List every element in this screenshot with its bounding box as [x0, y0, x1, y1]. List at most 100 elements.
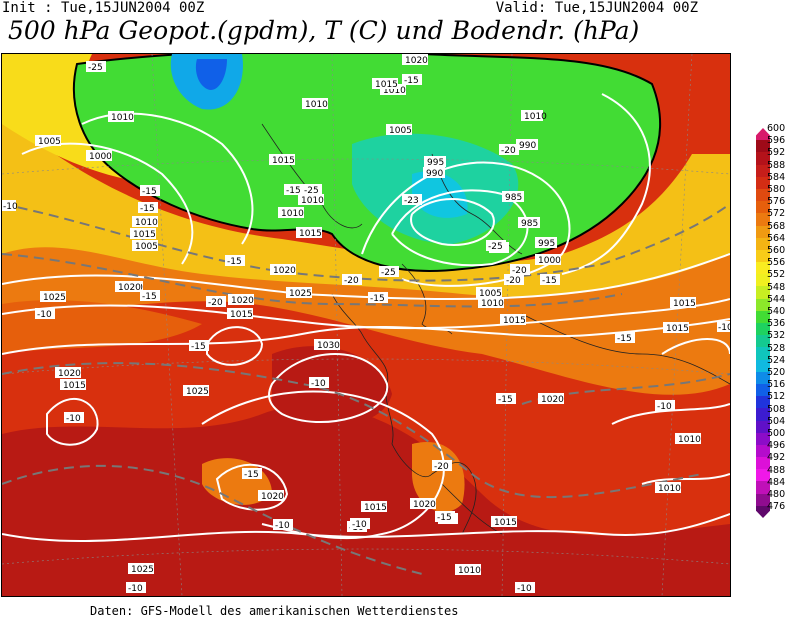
colorbar-swatch [756, 444, 770, 458]
pressure-label: 1010 [478, 297, 504, 309]
colorbar-swatch [756, 493, 770, 506]
temperature-label: -10 [309, 377, 329, 389]
temperature-label: -10 [350, 518, 370, 530]
pressure-label: 1010 [298, 194, 324, 206]
colorbar-swatch [756, 310, 770, 323]
blue-core [195, 59, 227, 90]
colorbar-swatch [756, 371, 770, 384]
svg-text:1010: 1010 [658, 484, 681, 494]
colorbar-label: 584 [767, 171, 786, 183]
pressure-label: 1020 [228, 294, 254, 306]
svg-text:1020: 1020 [118, 283, 141, 293]
svg-text:-25: -25 [304, 186, 319, 196]
svg-text:-10: -10 [66, 414, 81, 424]
temperature-label: -25 [86, 61, 106, 73]
pressure-label: 1005 [476, 287, 502, 299]
colorbar-label: 488 [767, 464, 786, 476]
svg-text:1020: 1020 [405, 56, 428, 66]
svg-text:-20: -20 [208, 298, 223, 308]
svg-text:-15: -15 [140, 204, 155, 214]
svg-text:-15: -15 [404, 76, 419, 86]
colorbar-label: 600 [767, 123, 786, 134]
colorbar-label: 520 [767, 367, 786, 378]
colorbar-swatch [756, 140, 770, 153]
colorbar-swatch [756, 249, 770, 263]
colorbar-label: 580 [767, 184, 786, 195]
temperature-label: -10 [126, 582, 146, 594]
svg-text:-10: -10 [352, 520, 367, 530]
pressure-label: 1025 [183, 385, 209, 397]
svg-text:985: 985 [505, 193, 522, 203]
pressure-label: 1020 [55, 367, 81, 379]
colorbar [756, 128, 770, 518]
temperature-label: -20 [504, 274, 524, 286]
colorbar-swatch [756, 237, 770, 250]
temperature-label: -25 [302, 184, 322, 196]
svg-text:1010: 1010 [281, 209, 304, 219]
svg-text:-15: -15 [498, 395, 513, 405]
colorbar-swatch [756, 286, 770, 299]
colorbar-label: 492 [767, 452, 786, 464]
temperature-label: -15 [242, 468, 262, 480]
pressure-label: 1020 [410, 498, 436, 510]
pressure-label: 985 [518, 217, 540, 229]
svg-text:1030: 1030 [317, 341, 340, 351]
svg-text:1010: 1010 [678, 435, 701, 445]
colorbar-swatch [756, 420, 770, 433]
colorbar-swatch [756, 408, 770, 421]
svg-text:1015: 1015 [133, 230, 156, 240]
colorbar-label: 480 [767, 489, 786, 500]
pressure-label: 1010 [278, 207, 304, 219]
temperature-label: -25 [486, 240, 506, 252]
svg-text:985: 985 [521, 219, 538, 229]
svg-text:-15: -15 [286, 186, 301, 196]
isobars [2, 93, 730, 543]
svg-text:-15: -15 [542, 276, 557, 286]
colorbar-label: 572 [767, 208, 786, 220]
colorbar-label: 552 [767, 269, 786, 281]
svg-text:995: 995 [538, 239, 555, 249]
temperature-label: -15 [368, 292, 388, 304]
colorbar-label: 504 [767, 415, 786, 427]
colorbar-swatch [756, 164, 770, 177]
temperature-label: -10 [515, 582, 535, 594]
svg-text:-15: -15 [227, 257, 242, 267]
temperature-label: -15 [284, 184, 304, 196]
colorbar-label: 540 [767, 306, 786, 317]
svg-text:-15: -15 [191, 342, 206, 352]
colorbar-label: 588 [767, 159, 786, 171]
temperature-label: -15 [140, 290, 160, 302]
colorbar-swatch [756, 457, 770, 470]
ridge-center [272, 346, 392, 426]
pressure-label: 1010 [302, 98, 328, 110]
temperature-label: -15 [189, 340, 209, 352]
temperature-label: -10 [64, 412, 84, 424]
temperature-label: -15 [138, 202, 158, 214]
colorbar-swatch [756, 298, 770, 311]
orange-trough [412, 442, 465, 513]
pressure-label: 995 [535, 237, 557, 249]
yellow-west [2, 54, 152, 184]
temperature-label: -20 [206, 296, 226, 308]
pressure-label: 1000 [86, 150, 112, 162]
svg-text:-10: -10 [517, 584, 532, 594]
weather-map: 1020 1010 1010 1005 1000 1015 1010 1010 … [1, 53, 731, 597]
svg-text:1020: 1020 [231, 296, 254, 306]
svg-text:-25: -25 [488, 242, 503, 252]
colorbar-label: 500 [767, 428, 786, 439]
svg-text:1015: 1015 [503, 316, 526, 326]
temperature-label: -10 [35, 308, 55, 320]
map-svg: 1020 1010 1010 1005 1000 1015 1010 1010 … [2, 54, 730, 596]
colorbar-swatch [756, 188, 770, 202]
colorbar-label: 496 [767, 440, 786, 452]
colorbar-swatch [756, 176, 770, 189]
colorbar-label: 568 [767, 220, 786, 232]
pressure-label: 985 [502, 191, 524, 203]
colorbar-swatch [756, 335, 770, 348]
pressure-label: 1005 [132, 240, 158, 252]
svg-text:1020: 1020 [261, 492, 284, 502]
temperature-label: -15 [540, 274, 560, 286]
svg-text:-10: -10 [311, 379, 326, 389]
svg-text:1015: 1015 [673, 299, 696, 309]
svg-text:-10: -10 [275, 521, 290, 531]
